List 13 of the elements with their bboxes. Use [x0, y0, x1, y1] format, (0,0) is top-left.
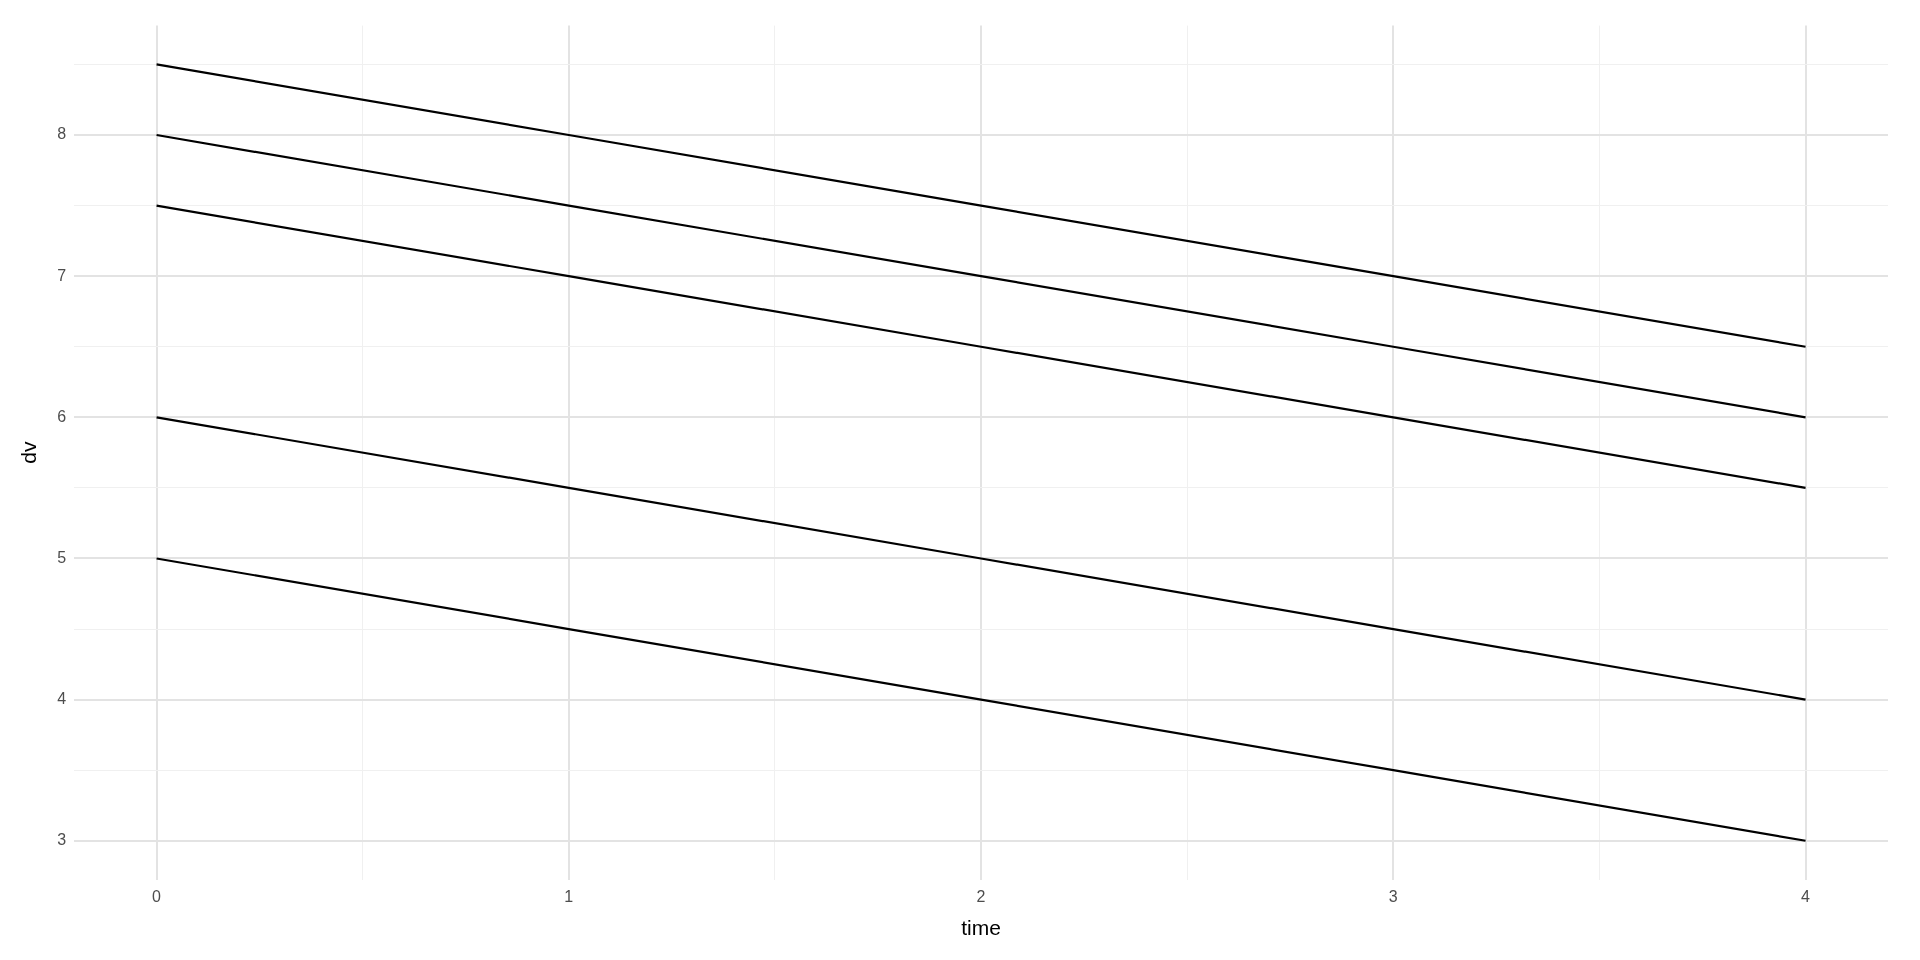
y-tick-label: 7 [57, 266, 67, 284]
x-tick-label: 0 [152, 887, 162, 905]
y-tick-label: 5 [57, 548, 67, 566]
x-tick-label: 1 [564, 887, 574, 905]
y-tick-label: 4 [57, 690, 67, 708]
x-tick-label: 2 [976, 887, 986, 905]
x-axis-title: time [961, 916, 1001, 940]
x-tick-label: 4 [1801, 887, 1811, 905]
y-tick-label: 3 [57, 831, 67, 849]
x-tick-label: 3 [1388, 887, 1398, 905]
y-tick-label: 8 [57, 125, 67, 143]
y-tick-label: 6 [57, 407, 67, 425]
y-axis-title: dv [17, 441, 41, 464]
